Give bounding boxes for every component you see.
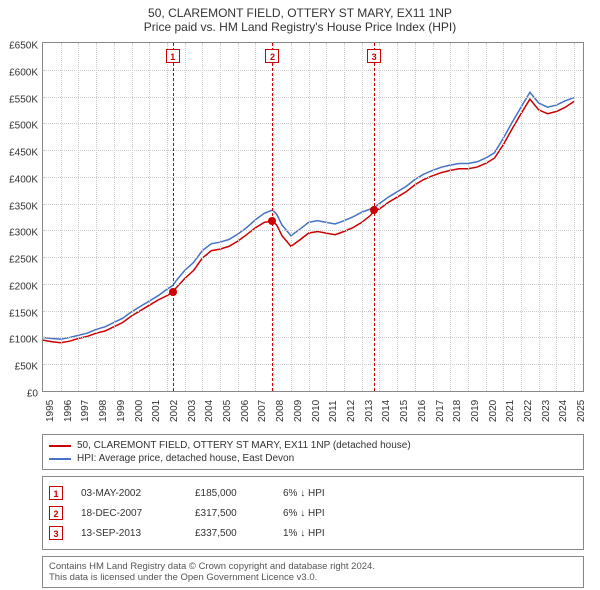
x-tick-label: 2014 [381,400,392,422]
transaction-date: 13-SEP-2013 [81,528,177,539]
chart-plot-area: 1 2 3 [42,42,584,392]
transactions-table: 1 03-MAY-2002 £185,000 6% ↓ HPI 2 18-DEC-2007… [42,476,584,550]
chart-title-line2: Price paid vs. HM Land Registry's House … [0,20,600,38]
series-lines [43,43,583,391]
y-tick-label: £650K [0,41,38,52]
y-tick-label: £550K [0,94,38,105]
transaction-badge: 3 [49,526,63,540]
x-tick-label: 2003 [187,400,198,422]
x-tick-label: 2015 [399,400,410,422]
x-tick-label: 1999 [116,400,127,422]
sale-marker-point [268,217,276,225]
legend-swatch [49,445,71,447]
sale-marker-point [169,288,177,296]
y-tick-label: £0 [0,389,38,400]
sale-marker-line [173,43,174,391]
x-tick-label: 2025 [576,400,587,422]
x-tick-label: 2002 [169,400,180,422]
x-tick-label: 2010 [311,400,322,422]
transaction-date: 18-DEC-2007 [81,508,177,519]
x-tick-label: 2024 [558,400,569,422]
x-tick-label: 1995 [45,400,56,422]
x-tick-label: 2012 [346,400,357,422]
x-tick-label: 2009 [293,400,304,422]
x-tick-label: 1996 [63,400,74,422]
transaction-price: £185,000 [195,488,265,499]
y-tick-label: £150K [0,308,38,319]
legend-box: 50, CLAREMONT FIELD, OTTERY ST MARY, EX1… [42,434,584,470]
legend-label: HPI: Average price, detached house, East… [77,453,294,464]
transaction-delta: 6% ↓ HPI [283,488,373,499]
chart-container: 50, CLAREMONT FIELD, OTTERY ST MARY, EX1… [0,0,600,590]
x-tick-label: 2019 [470,400,481,422]
legend-row: 50, CLAREMONT FIELD, OTTERY ST MARY, EX1… [49,439,577,452]
sale-marker-point [370,206,378,214]
x-tick-label: 1997 [80,400,91,422]
chart-title-line1: 50, CLAREMONT FIELD, OTTERY ST MARY, EX1… [0,0,600,20]
transaction-badge: 2 [49,506,63,520]
transaction-row: 3 13-SEP-2013 £337,500 1% ↓ HPI [49,523,577,543]
y-tick-label: £200K [0,281,38,292]
x-tick-label: 2017 [435,400,446,422]
legend-row: HPI: Average price, detached house, East… [49,452,577,465]
x-tick-label: 1998 [98,400,109,422]
legend-swatch [49,458,71,460]
y-tick-label: £400K [0,174,38,185]
sale-marker-line [374,43,375,391]
attribution-footer: Contains HM Land Registry data © Crown c… [42,556,584,588]
x-tick-label: 2022 [523,400,534,422]
y-tick-label: £50K [0,362,38,373]
y-tick-label: £300K [0,228,38,239]
x-tick-label: 2016 [417,400,428,422]
x-tick-label: 2005 [222,400,233,422]
y-tick-label: £500K [0,121,38,132]
transaction-delta: 1% ↓ HPI [283,528,373,539]
transaction-row: 1 03-MAY-2002 £185,000 6% ↓ HPI [49,483,577,503]
x-tick-label: 2006 [240,400,251,422]
y-tick-label: £100K [0,335,38,346]
x-tick-label: 2020 [488,400,499,422]
x-tick-label: 2008 [275,400,286,422]
legend-label: 50, CLAREMONT FIELD, OTTERY ST MARY, EX1… [77,440,411,451]
footer-line1: Contains HM Land Registry data © Crown c… [49,561,577,572]
x-tick-label: 2018 [452,400,463,422]
x-tick-label: 2013 [364,400,375,422]
x-tick-label: 2023 [541,400,552,422]
x-tick-label: 2001 [151,400,162,422]
y-tick-label: £450K [0,148,38,159]
sale-marker-badge: 2 [265,49,279,63]
y-tick-label: £250K [0,255,38,266]
transaction-row: 2 18-DEC-2007 £317,500 6% ↓ HPI [49,503,577,523]
x-tick-label: 2007 [257,400,268,422]
x-tick-label: 2000 [134,400,145,422]
sale-marker-badge: 1 [166,49,180,63]
x-axis-labels: 1995 1996 1997 1998 1999 2000 2001 2002 2003 2004… [42,392,584,428]
transaction-badge: 1 [49,486,63,500]
transaction-delta: 6% ↓ HPI [283,508,373,519]
y-tick-label: £600K [0,67,38,78]
y-tick-label: £350K [0,201,38,212]
x-tick-label: 2011 [328,400,339,422]
x-tick-label: 2004 [204,400,215,422]
footer-line2: This data is licensed under the Open Gov… [49,572,577,583]
sale-marker-badge: 3 [367,49,381,63]
transaction-price: £337,500 [195,528,265,539]
transaction-price: £317,500 [195,508,265,519]
x-tick-label: 2021 [505,400,516,422]
transaction-date: 03-MAY-2002 [81,488,177,499]
